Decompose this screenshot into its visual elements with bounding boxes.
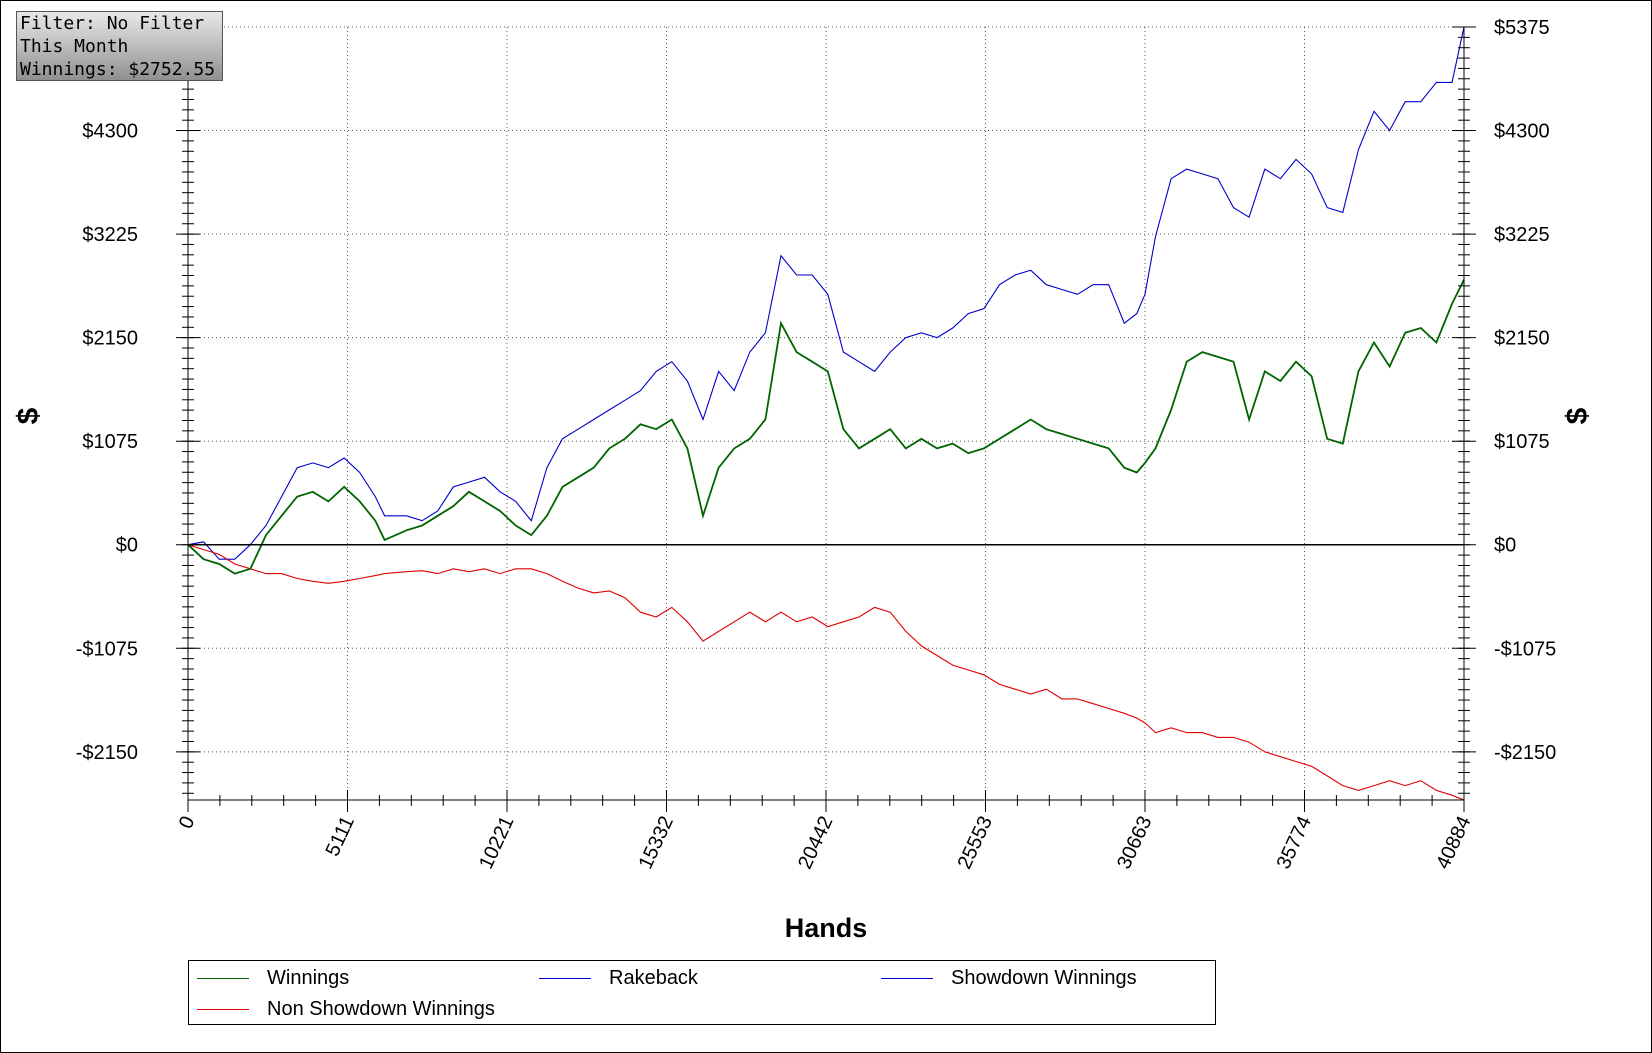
axes: -$2150 -$2150 -$1075 -$1075 $0 $0 $1075 $1075 $2… bbox=[76, 17, 1557, 873]
legend: Winnings Rakeback Showdown Winnings Non … bbox=[188, 960, 1216, 1025]
y-axis-label-right: $ bbox=[1561, 407, 1594, 424]
y-tick-label-right: $2150 bbox=[1494, 328, 1550, 350]
x-axis-label: Hands bbox=[785, 913, 868, 943]
y-tick-label-left: $1075 bbox=[82, 431, 138, 453]
legend-label: Non Showdown Winnings bbox=[267, 997, 495, 1020]
info-box: Filter: No Filter This Month Winnings: $… bbox=[16, 11, 223, 81]
x-tick-label: 20442 bbox=[794, 813, 837, 873]
series-line-non-showdown-winnings bbox=[187, 544, 1465, 801]
legend-swatch-rakeback bbox=[539, 977, 591, 979]
x-tick-label: 30663 bbox=[1113, 813, 1156, 873]
y-tick-label-right: $0 bbox=[1494, 535, 1516, 557]
filter-text: Filter: No Filter bbox=[20, 13, 205, 34]
legend-swatch-winnings bbox=[197, 977, 249, 979]
series-lines bbox=[187, 26, 1465, 801]
y-tick-label-right: $1075 bbox=[1494, 431, 1550, 453]
y-tick-label-left: $2150 bbox=[82, 328, 138, 350]
legend-item-non-showdown-winnings: Non Showdown Winnings bbox=[197, 997, 495, 1021]
x-tick-label: 35774 bbox=[1273, 813, 1316, 873]
legend-item-winnings: Winnings bbox=[197, 966, 349, 990]
period-text: This Month bbox=[20, 36, 129, 57]
y-tick-label-left: $4300 bbox=[82, 121, 138, 143]
x-tick-label: 15332 bbox=[635, 813, 678, 873]
legend-swatch-non-showdown bbox=[197, 1008, 249, 1010]
legend-item-rakeback: Rakeback bbox=[539, 966, 698, 990]
y-tick-label-left: -$1075 bbox=[76, 638, 138, 660]
y-tick-label-left: -$2150 bbox=[76, 742, 138, 764]
legend-item-showdown-winnings: Showdown Winnings bbox=[881, 966, 1137, 990]
legend-label: Rakeback bbox=[609, 966, 698, 989]
y-tick-label-left: $0 bbox=[116, 535, 138, 557]
y-tick-label-right: $5375 bbox=[1494, 17, 1550, 39]
y-tick-label-right: -$1075 bbox=[1494, 638, 1556, 660]
x-tick-label: 5111 bbox=[322, 813, 359, 860]
y-tick-label-right: $3225 bbox=[1494, 224, 1550, 246]
grid bbox=[187, 26, 1465, 800]
series-line-winnings bbox=[187, 279, 1465, 575]
legend-label: Showdown Winnings bbox=[951, 966, 1137, 989]
series-line-showdown-winnings bbox=[187, 26, 1465, 560]
legend-label: Winnings bbox=[267, 966, 350, 989]
x-tick-label: 25553 bbox=[954, 813, 997, 873]
y-axis-label-left: $ bbox=[12, 407, 45, 424]
legend-swatch-showdown bbox=[881, 977, 933, 979]
x-tick-label: 40884 bbox=[1432, 813, 1475, 873]
y-tick-label-right: $4300 bbox=[1494, 121, 1550, 143]
x-tick-label: 10221 bbox=[475, 813, 518, 873]
winnings-text: Winnings: $2752.55 bbox=[20, 59, 216, 80]
x-tick-label: 0 bbox=[175, 813, 200, 832]
y-tick-label-left: $3225 bbox=[82, 224, 138, 246]
y-tick-label-right: -$2150 bbox=[1494, 742, 1556, 764]
